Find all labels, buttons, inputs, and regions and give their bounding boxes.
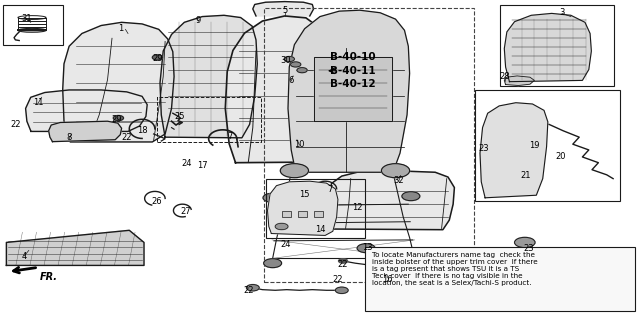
Text: FR.: FR.	[40, 272, 58, 282]
Polygon shape	[63, 22, 174, 142]
Circle shape	[339, 259, 348, 263]
Text: 9: 9	[196, 16, 201, 25]
Polygon shape	[504, 76, 534, 85]
Text: 19: 19	[529, 141, 540, 150]
Text: 7: 7	[228, 132, 233, 141]
Text: 25: 25	[174, 112, 184, 121]
Polygon shape	[328, 171, 454, 230]
Circle shape	[335, 287, 348, 293]
Text: 6: 6	[289, 76, 294, 85]
Text: 3: 3	[559, 8, 564, 17]
Text: 27: 27	[180, 207, 191, 216]
Text: 14: 14	[315, 225, 325, 234]
Text: 22: 22	[11, 120, 21, 129]
Polygon shape	[253, 2, 314, 16]
Text: 15: 15	[300, 190, 310, 199]
Circle shape	[264, 259, 282, 268]
Text: 12: 12	[352, 204, 362, 212]
Text: B-40-10: B-40-10	[330, 52, 375, 63]
Text: B-40-11: B-40-11	[330, 66, 375, 76]
Bar	[314, 211, 323, 217]
Text: 16: 16	[382, 275, 392, 284]
Text: 24: 24	[280, 241, 291, 249]
Circle shape	[113, 115, 124, 121]
Polygon shape	[49, 121, 122, 142]
Text: 13: 13	[362, 243, 372, 252]
Text: 7: 7	[328, 185, 333, 194]
Text: 10: 10	[294, 140, 305, 149]
Circle shape	[477, 264, 486, 269]
Polygon shape	[268, 181, 338, 235]
Polygon shape	[160, 15, 257, 138]
Text: 22: 22	[122, 133, 132, 142]
Text: 5: 5	[282, 6, 287, 15]
Text: 22: 22	[332, 275, 342, 284]
Circle shape	[402, 192, 420, 201]
Text: 29: 29	[152, 54, 163, 63]
Circle shape	[426, 265, 435, 270]
Bar	[298, 211, 307, 217]
Text: 22: 22	[243, 286, 253, 295]
Text: 20: 20	[556, 152, 566, 161]
Polygon shape	[504, 13, 591, 82]
Circle shape	[280, 164, 308, 178]
Polygon shape	[225, 16, 328, 163]
Text: 11: 11	[33, 98, 44, 107]
Polygon shape	[288, 10, 410, 172]
Text: B-40-12: B-40-12	[330, 79, 375, 89]
Circle shape	[515, 237, 535, 248]
Text: 17: 17	[198, 161, 208, 170]
Circle shape	[263, 193, 281, 202]
Circle shape	[291, 62, 301, 67]
Text: 23: 23	[524, 244, 534, 253]
Circle shape	[519, 261, 528, 265]
Ellipse shape	[18, 28, 46, 32]
Text: 31: 31	[21, 14, 31, 23]
Circle shape	[284, 56, 294, 62]
Text: To locate Manufacturers name tag  check the
inside bolster of the upper trim cov: To locate Manufacturers name tag check t…	[372, 252, 538, 286]
Text: 23: 23	[479, 144, 489, 153]
Circle shape	[381, 164, 410, 178]
Text: 30: 30	[280, 56, 291, 65]
Circle shape	[297, 68, 307, 73]
Circle shape	[152, 55, 163, 60]
Polygon shape	[314, 57, 392, 121]
Text: 22: 22	[338, 260, 348, 269]
Polygon shape	[6, 230, 144, 265]
Circle shape	[357, 244, 375, 253]
Circle shape	[275, 223, 288, 230]
Text: 32: 32	[394, 176, 404, 185]
Text: 8: 8	[67, 133, 72, 142]
Bar	[282, 211, 291, 217]
Polygon shape	[26, 90, 147, 131]
Polygon shape	[480, 103, 548, 198]
Text: 28: 28	[499, 72, 509, 81]
Text: 18: 18	[137, 126, 147, 135]
Text: 1: 1	[118, 24, 123, 33]
Text: 29: 29	[112, 115, 122, 124]
FancyBboxPatch shape	[365, 247, 635, 311]
Text: 4: 4	[22, 252, 27, 261]
Circle shape	[246, 285, 259, 291]
Text: 21: 21	[521, 171, 531, 180]
Circle shape	[407, 256, 425, 265]
Text: 26: 26	[152, 197, 162, 206]
Text: 24: 24	[181, 159, 191, 168]
Circle shape	[376, 262, 385, 266]
